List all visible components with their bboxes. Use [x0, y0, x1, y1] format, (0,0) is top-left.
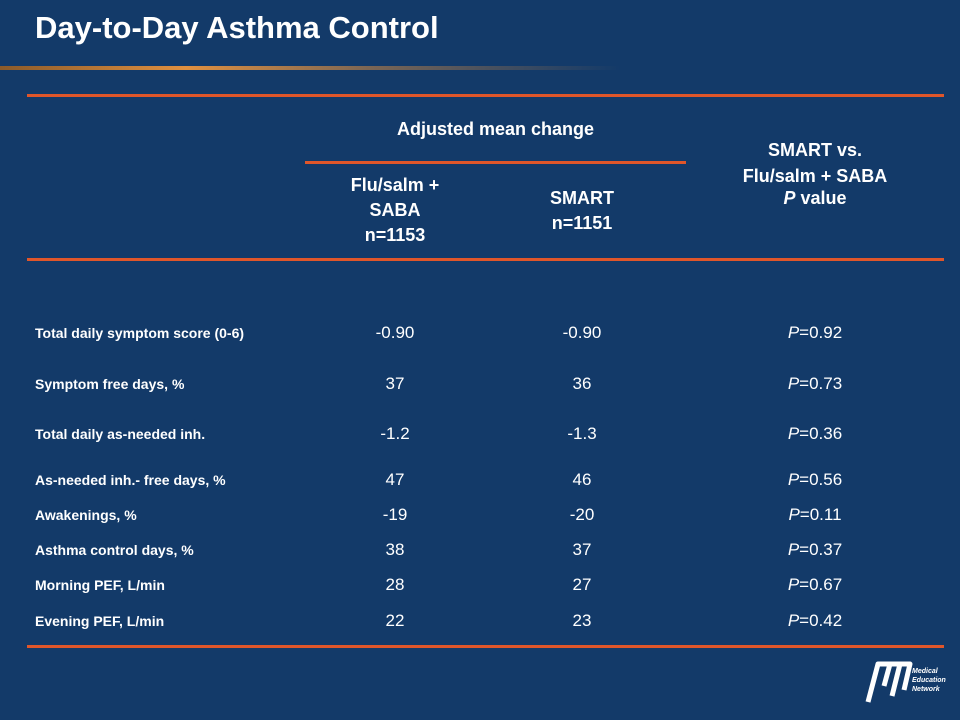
p-value-cell: P=0.73: [788, 374, 842, 394]
row-label: Symptom free days, %: [35, 376, 185, 392]
p-text: value: [795, 188, 847, 208]
title-rule: [0, 66, 620, 70]
p-symbol: P: [787, 374, 800, 393]
p-value: =0.11: [799, 505, 842, 524]
cell: -1.2: [380, 424, 410, 443]
cell: -0.90: [375, 323, 415, 342]
p-value-cell: P=0.11: [788, 505, 841, 525]
header-line: Flu/salm + SABA: [742, 166, 888, 186]
header-line: n=1151: [551, 213, 613, 233]
group-header: Adjusted mean change: [396, 119, 595, 139]
header-line: P value: [700, 187, 930, 209]
header-line: n=1153: [364, 225, 426, 245]
cell: 47: [385, 470, 405, 489]
p-value: =0.37: [799, 540, 843, 559]
row-label: Morning PEF, L/min: [35, 577, 165, 593]
header-line: Flu/salm +: [350, 175, 440, 195]
column-header: Flu/salm + SABA n=1153: [300, 173, 490, 248]
table-top-rule: [27, 94, 944, 97]
p-value: =0.56: [799, 470, 843, 489]
row-label: As-needed inh.- free days, %: [35, 472, 226, 488]
header-rule: [27, 258, 944, 261]
cell: 28: [385, 575, 405, 594]
column-header: SMART n=1151: [487, 186, 677, 236]
table-bottom-rule: [27, 645, 944, 648]
cell: 36: [572, 374, 592, 393]
cell: 38: [385, 540, 405, 559]
row-label: Asthma control days, %: [35, 542, 194, 558]
header-line: SMART: [550, 188, 614, 208]
logo-shape: [865, 661, 913, 703]
p-value-cell: P=0.36: [788, 424, 842, 444]
p-value-cell: P=0.92: [788, 323, 842, 343]
cell: 37: [385, 374, 405, 393]
p-value: =0.92: [799, 323, 843, 342]
header-line: SMART vs.: [767, 140, 863, 160]
logo-text: Medical: [912, 668, 938, 675]
row-label: Awakenings, %: [35, 507, 137, 523]
p-symbol: P: [787, 424, 800, 443]
p-symbol: P: [788, 505, 800, 524]
cell: -19: [382, 505, 408, 524]
p-value: =0.67: [799, 575, 843, 594]
p-value-cell: P=0.67: [788, 575, 842, 595]
p-symbol: P: [787, 323, 800, 342]
p-value: =0.42: [799, 611, 843, 630]
title: Day-to-Day Asthma Control: [35, 10, 439, 45]
p-value-cell: P=0.37: [788, 540, 842, 560]
p-value: =0.36: [799, 424, 843, 443]
cell: 23: [572, 611, 592, 630]
row-label: Evening PEF, L/min: [35, 613, 165, 629]
p-value-cell: P=0.56: [788, 470, 842, 490]
logo-mark: [865, 661, 913, 703]
cell: 27: [572, 575, 592, 594]
logo-text: Network: [912, 686, 940, 693]
cell: -1.3: [567, 424, 597, 443]
logo-text: Education: [912, 677, 946, 684]
row-label: Total daily as-needed inh.: [35, 426, 206, 442]
cell: -20: [569, 505, 595, 524]
p-symbol: P: [787, 575, 800, 594]
row-label: Total daily symptom score (0-6): [35, 325, 245, 341]
p-symbol: P: [787, 611, 800, 630]
p-symbol: P: [787, 470, 800, 489]
p-symbol: P: [783, 188, 796, 208]
cell: 22: [385, 611, 405, 630]
cell: -0.90: [562, 323, 602, 342]
group-rule: [305, 161, 686, 164]
p-symbol: P: [787, 540, 800, 559]
logo: Medical Education Network: [864, 656, 946, 708]
header-line: SABA: [369, 200, 421, 220]
p-value: =0.73: [799, 374, 843, 393]
cell: 37: [572, 540, 592, 559]
p-value-cell: P=0.42: [788, 611, 842, 631]
column-header: SMART vs. Flu/salm + SABA P value: [700, 135, 930, 209]
cell: 46: [572, 470, 592, 489]
